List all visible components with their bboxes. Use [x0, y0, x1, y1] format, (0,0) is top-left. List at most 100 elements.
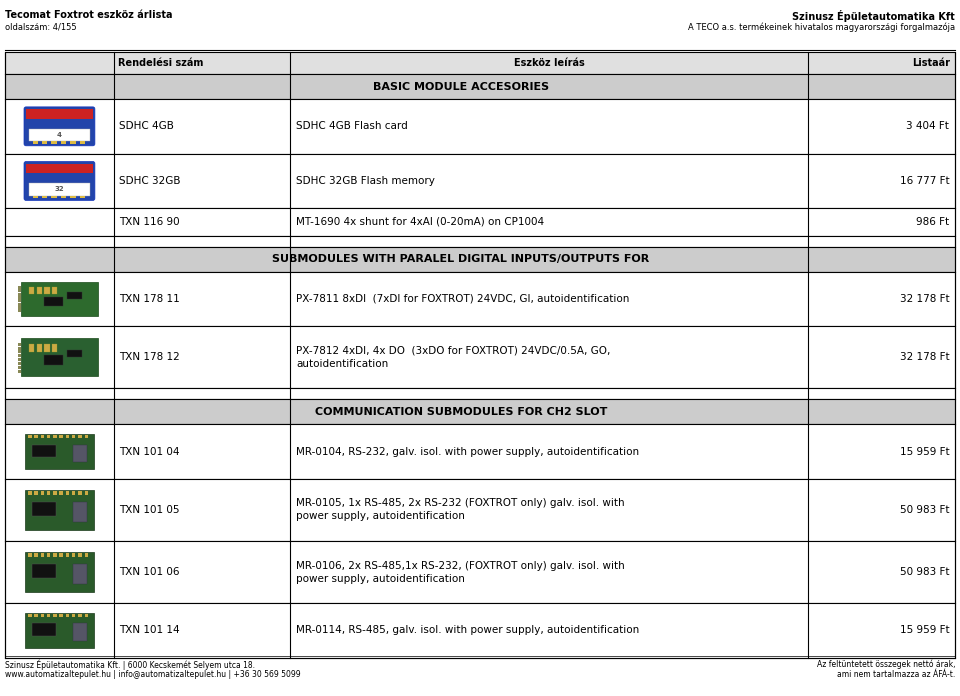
Bar — [5, 425, 955, 479]
Bar — [36, 287, 42, 294]
Bar — [32, 502, 56, 516]
Bar — [28, 553, 32, 557]
Bar — [47, 614, 50, 617]
Text: MR-0114, RS-485, galv. isol. with power supply, autoidentification: MR-0114, RS-485, galv. isol. with power … — [296, 626, 639, 635]
Text: TXN 178 11: TXN 178 11 — [119, 294, 180, 304]
Bar — [5, 52, 955, 74]
Bar — [42, 196, 47, 198]
Bar — [18, 358, 21, 361]
Bar — [79, 435, 82, 438]
Bar — [33, 196, 38, 198]
Bar — [18, 309, 21, 313]
Bar — [70, 196, 76, 198]
Bar — [84, 614, 88, 617]
Text: TXN 101 04: TXN 101 04 — [119, 447, 180, 457]
Bar — [52, 344, 58, 351]
Bar — [35, 553, 37, 557]
Text: PX-7811 8xDI  (7xDI for FOXTROT) 24VDC, GI, autoidentification: PX-7811 8xDI (7xDI for FOXTROT) 24VDC, G… — [296, 294, 630, 304]
Bar — [30, 184, 89, 196]
Bar — [21, 338, 98, 377]
Bar — [36, 344, 42, 351]
Bar — [47, 435, 50, 438]
Text: oldalszám: 4/155: oldalszám: 4/155 — [5, 22, 77, 31]
Bar — [18, 351, 21, 354]
Bar — [52, 196, 57, 198]
Bar — [5, 400, 955, 425]
FancyBboxPatch shape — [24, 107, 95, 146]
Text: 986 Ft: 986 Ft — [916, 217, 949, 227]
Bar — [65, 553, 69, 557]
Bar — [5, 603, 955, 658]
Text: power supply, autoidentification: power supply, autoidentification — [296, 574, 465, 583]
Bar — [5, 74, 955, 99]
Bar — [73, 624, 87, 641]
Bar — [53, 553, 57, 557]
Bar — [32, 445, 56, 457]
Bar — [79, 491, 82, 495]
Bar — [26, 109, 93, 118]
Text: SUBMODULES WITH PARALEL DIGITAL INPUTS/OUTPUTS FOR: SUBMODULES WITH PARALEL DIGITAL INPUTS/O… — [273, 254, 650, 264]
Bar — [35, 491, 37, 495]
Text: TXN 101 14: TXN 101 14 — [119, 626, 180, 635]
Bar — [79, 553, 82, 557]
Text: 32: 32 — [55, 187, 64, 192]
Bar — [5, 388, 955, 400]
Text: autoidentification: autoidentification — [296, 358, 388, 369]
Text: ami nem tartalmazza az ÁFÁ-t.: ami nem tartalmazza az ÁFÁ-t. — [837, 670, 955, 679]
Bar — [18, 290, 21, 292]
Bar — [28, 435, 32, 438]
Bar — [18, 286, 21, 289]
Bar — [30, 129, 89, 141]
Text: 50 983 Ft: 50 983 Ft — [900, 505, 949, 515]
Text: PX-7812 4xDI, 4x DO  (3xDO for FOXTROT) 24VDC/0.5A, GO,: PX-7812 4xDI, 4x DO (3xDO for FOXTROT) 2… — [296, 346, 611, 356]
Bar — [18, 362, 21, 365]
Bar — [42, 141, 47, 144]
Bar — [5, 99, 955, 154]
Text: power supply, autoidentification: power supply, autoidentification — [296, 512, 465, 521]
Bar — [5, 479, 955, 541]
Text: MT-1690 4x shunt for 4xAI (0-20mA) on CP1004: MT-1690 4x shunt for 4xAI (0-20mA) on CP… — [296, 217, 544, 227]
Bar — [60, 141, 66, 144]
Bar — [40, 435, 44, 438]
Bar — [5, 271, 955, 326]
Text: 15 959 Ft: 15 959 Ft — [900, 447, 949, 457]
Bar — [18, 370, 21, 372]
Text: MR-0106, 2x RS-485,1x RS-232, (FOXTROT only) galv. isol. with: MR-0106, 2x RS-485,1x RS-232, (FOXTROT o… — [296, 560, 625, 571]
Bar — [44, 356, 63, 365]
Text: TXN 101 06: TXN 101 06 — [119, 567, 180, 577]
Bar — [5, 541, 955, 603]
Bar — [72, 435, 76, 438]
Bar — [5, 247, 955, 271]
Bar — [47, 491, 50, 495]
Bar — [18, 292, 21, 296]
Text: Rendelési szám: Rendelési szám — [118, 58, 204, 68]
Bar — [18, 299, 21, 302]
Bar — [32, 624, 56, 635]
Text: BASIC MODULE ACCESORIES: BASIC MODULE ACCESORIES — [372, 81, 549, 92]
Bar — [18, 306, 21, 309]
Text: MR-0105, 1x RS-485, 2x RS-232 (FOXTROT only) galv. isol. with: MR-0105, 1x RS-485, 2x RS-232 (FOXTROT o… — [296, 498, 625, 509]
Text: Tecomat Foxtrot eszköz árlista: Tecomat Foxtrot eszköz árlista — [5, 10, 172, 20]
Bar — [29, 287, 35, 294]
Bar — [60, 614, 63, 617]
Text: A TECO a.s. termékeinek hivatalos magyarországi forgalmazója: A TECO a.s. termékeinek hivatalos magyar… — [688, 22, 955, 32]
Bar — [18, 296, 21, 299]
Text: Szinusz Épületautomatika Kft. | 6000 Kecskemét Selyem utca 18.: Szinusz Épületautomatika Kft. | 6000 Kec… — [5, 660, 254, 670]
Bar — [40, 491, 44, 495]
Bar — [44, 297, 63, 306]
Bar — [79, 614, 82, 617]
Bar — [53, 614, 57, 617]
Bar — [84, 491, 88, 495]
Bar — [18, 343, 21, 346]
Bar — [25, 552, 94, 592]
Bar — [73, 445, 87, 462]
Bar — [44, 287, 50, 294]
Bar — [25, 613, 94, 648]
Bar — [21, 282, 98, 316]
Bar — [72, 614, 76, 617]
Bar — [28, 614, 32, 617]
Bar — [80, 196, 84, 198]
Bar — [29, 344, 35, 351]
FancyBboxPatch shape — [24, 161, 95, 200]
Bar — [5, 154, 955, 208]
